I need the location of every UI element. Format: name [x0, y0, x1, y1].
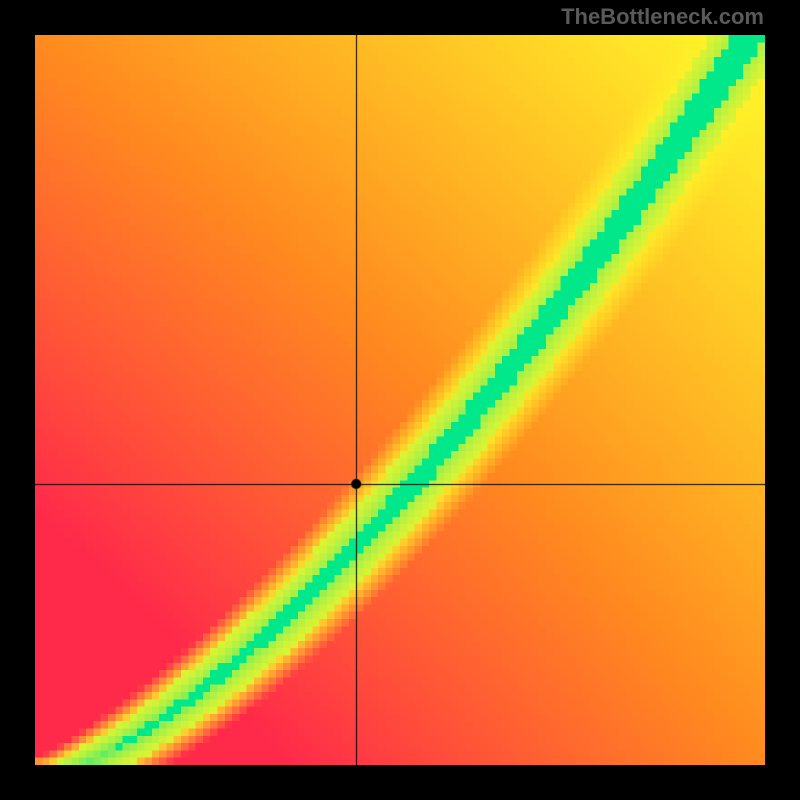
chart-container: TheBottleneck.com: [0, 0, 800, 800]
bottleneck-heatmap: [35, 35, 765, 765]
watermark-text: TheBottleneck.com: [561, 4, 764, 30]
